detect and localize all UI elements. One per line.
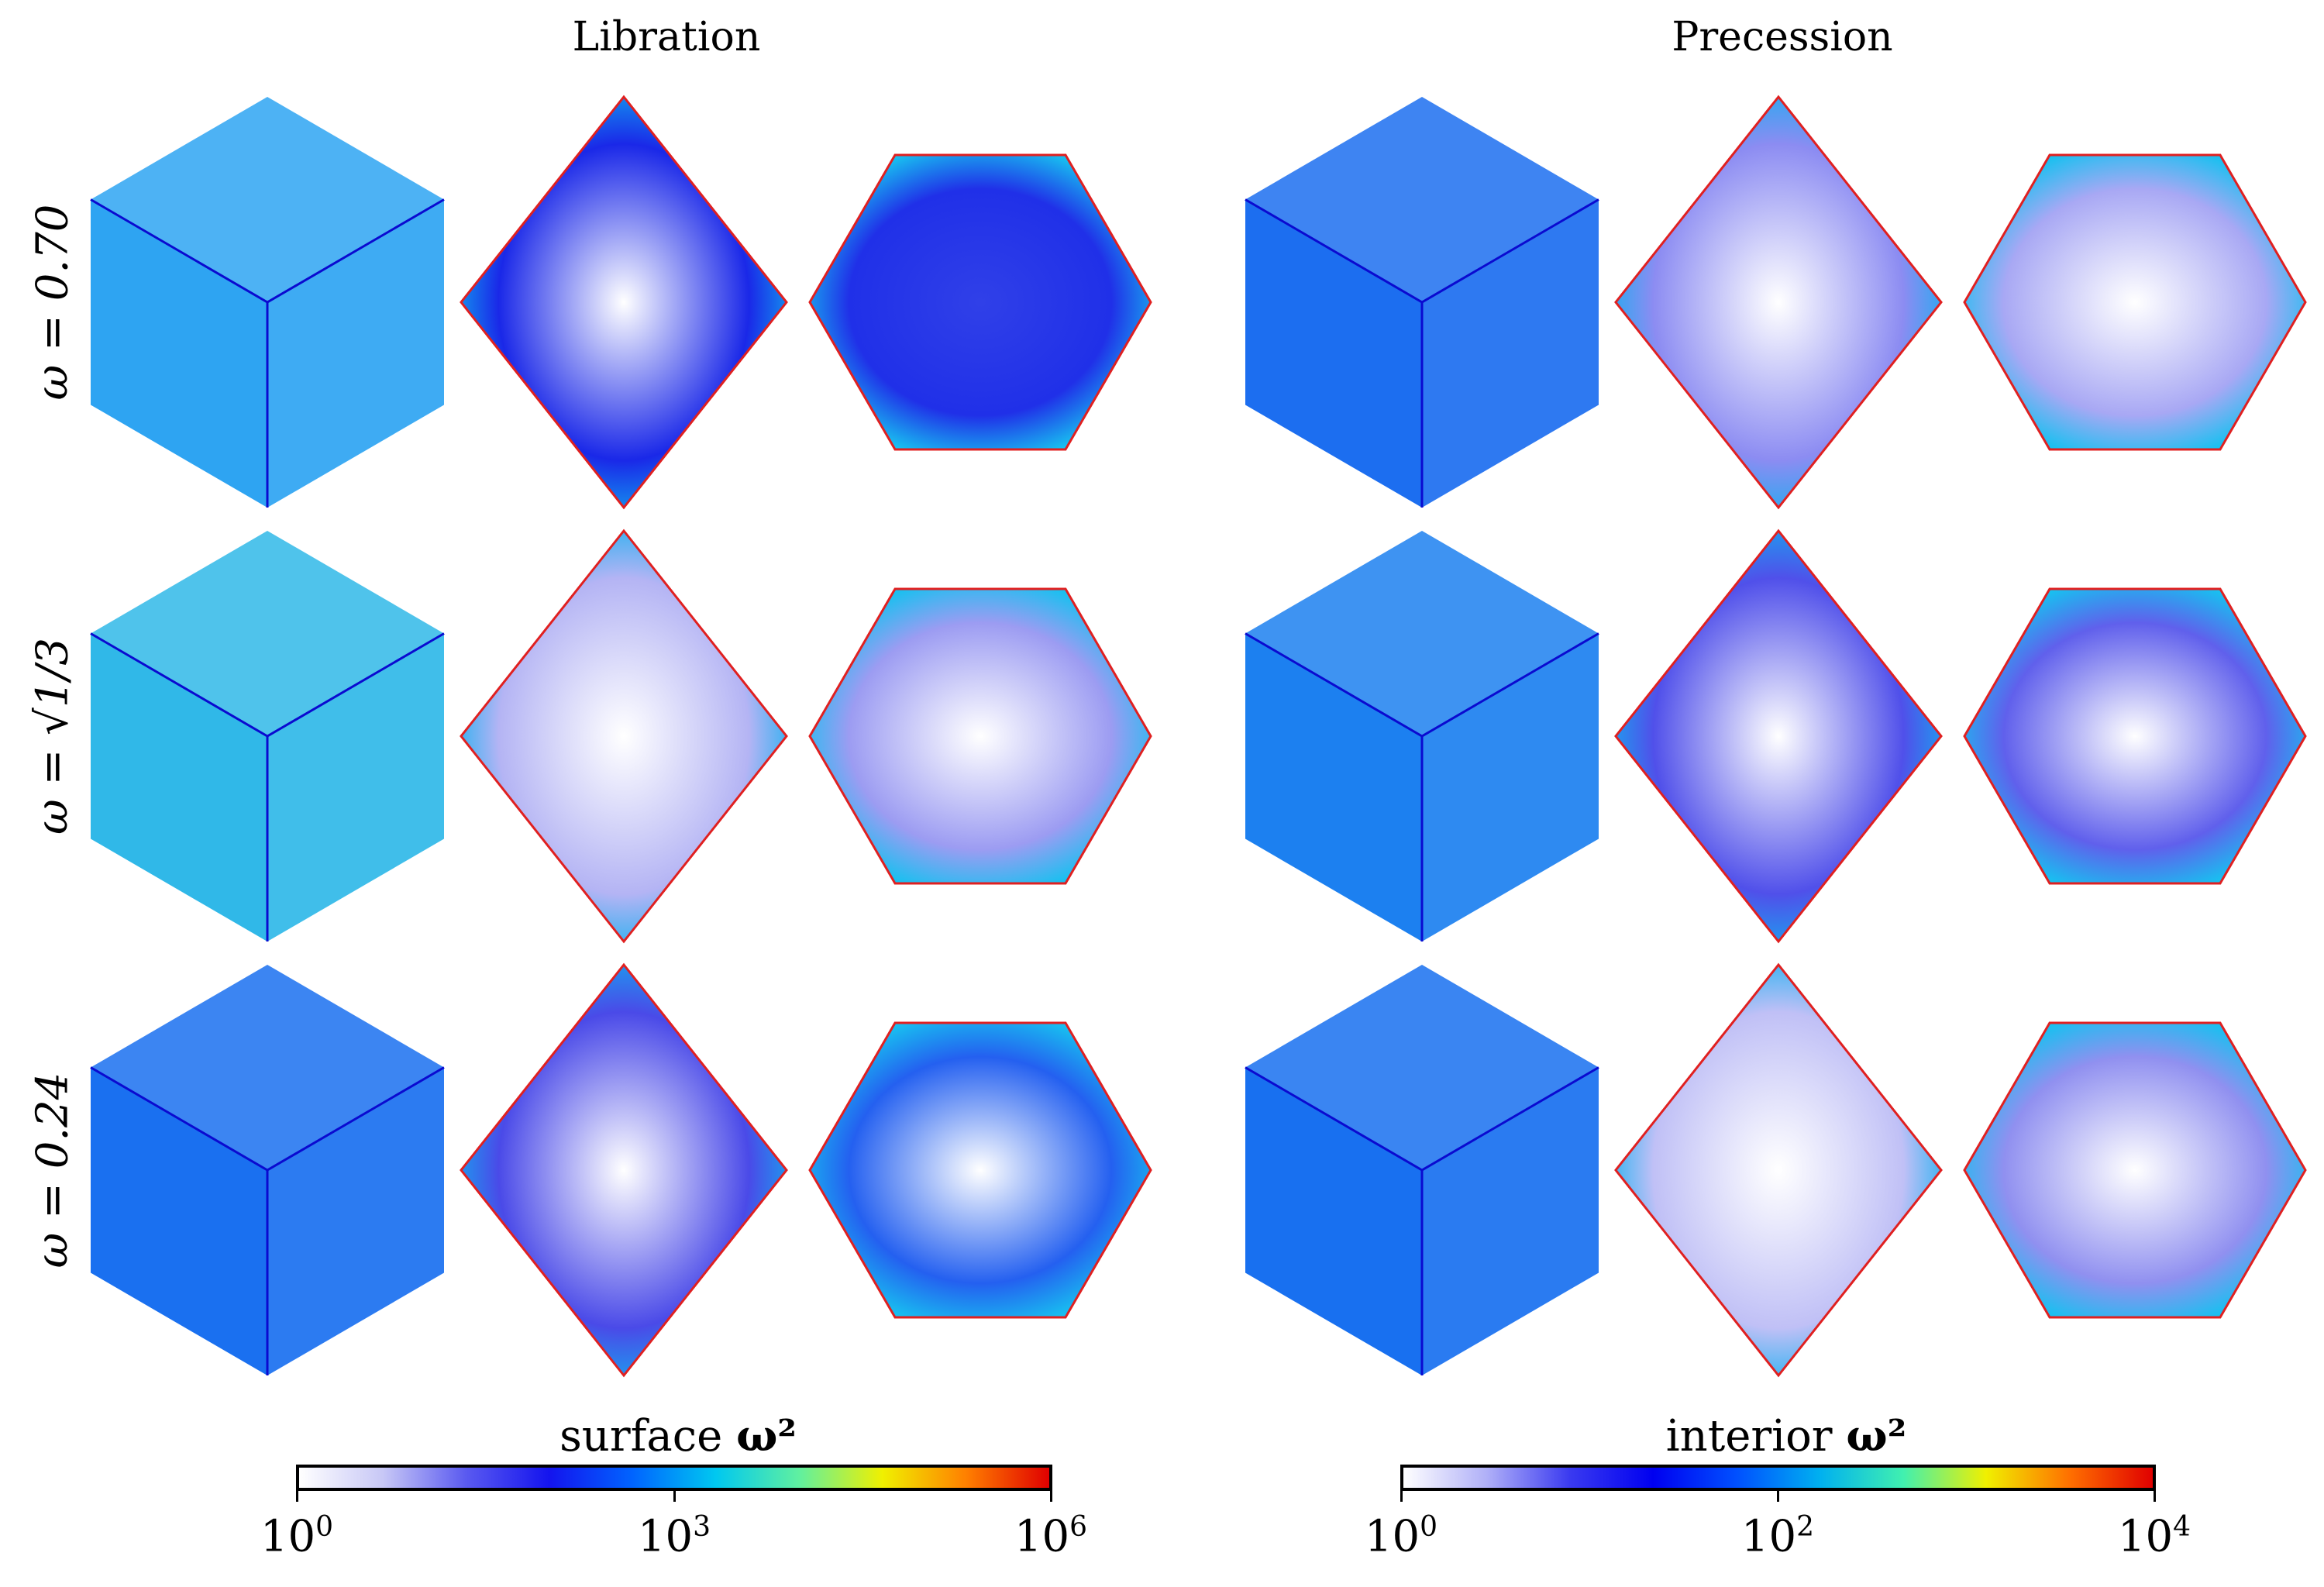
colorbar-interior-tick-0 <box>1400 1491 1403 1502</box>
column-title-libration: Libration <box>572 14 761 60</box>
hexagon-cross-section <box>1963 153 2307 451</box>
visualization-panels <box>90 95 2307 1378</box>
diamond-panel-lib-r1 <box>460 95 788 510</box>
hexagon-panel-lib-r3 <box>808 1021 1152 1319</box>
hexagon-panel-pre-r1 <box>1963 153 2307 451</box>
colorbar-interior-tick-1 <box>1777 1491 1779 1502</box>
hexagon-cross-section <box>1963 1021 2307 1319</box>
colorbar-interior-tick-2 <box>2154 1491 2156 1502</box>
hexagon-panel-lib-r2 <box>808 587 1152 885</box>
cube-panel-lib-r2 <box>90 531 445 942</box>
colorbar-surface-label-symbol: ω² <box>736 1410 797 1461</box>
colorbar-surface-ticklabel-2: 106 <box>1014 1511 1088 1562</box>
colorbar-surface-label: surface ω² <box>407 1410 949 1461</box>
diamond-panel-lib-r2 <box>460 528 788 944</box>
diamond-cross-section <box>460 95 788 510</box>
colorbar-surface-tick-2 <box>1050 1491 1052 1502</box>
diamond-panel-pre-r2 <box>1614 528 1943 944</box>
colorbar-interior-label-symbol: ω² <box>1846 1410 1907 1461</box>
hexagon-panel-pre-r3 <box>1963 1021 2307 1319</box>
diamond-panel-lib-r3 <box>460 962 788 1378</box>
cube-panel-pre-r2 <box>1245 531 1599 942</box>
colorbar-surface-tick-0 <box>296 1491 298 1502</box>
colorbar-surface <box>296 1465 1052 1491</box>
colorbar-surface-ticklabel-0: 100 <box>260 1511 334 1562</box>
cube-panel-lib-r1 <box>90 97 445 508</box>
cube-panel-lib-r3 <box>90 965 445 1375</box>
diamond-panel-pre-r3 <box>1614 962 1943 1378</box>
hexagon-cross-section <box>808 153 1152 451</box>
hexagon-cross-section <box>1963 587 2307 885</box>
colorbar-interior-ticklabel-0: 100 <box>1364 1511 1438 1562</box>
hexagon-panel-lib-r1 <box>808 153 1152 451</box>
diamond-cross-section <box>1614 528 1943 944</box>
cube-panel-pre-r1 <box>1245 97 1599 508</box>
diamond-cross-section <box>1614 95 1943 510</box>
colorbar-interior-ticklabel-1: 102 <box>1740 1511 1815 1562</box>
colorbar-surface-ticklabel-1: 103 <box>637 1511 711 1562</box>
colorbar-interior <box>1400 1465 2156 1491</box>
diamond-cross-section <box>460 962 788 1378</box>
diamond-panel-pre-r1 <box>1614 95 1943 510</box>
colorbar-interior-ticklabel-2: 104 <box>2117 1511 2191 1562</box>
colorbar-surface-label-text: surface <box>559 1411 723 1461</box>
diamond-cross-section <box>460 528 788 944</box>
cube-panel-pre-r3 <box>1245 965 1599 1375</box>
colorbar-surface-tick-1 <box>673 1491 676 1502</box>
colorbar-interior-label-text: interior <box>1665 1411 1833 1461</box>
hexagon-cross-section <box>808 587 1152 885</box>
column-title-precession: Precession <box>1672 14 1893 60</box>
colorbar-interior-label: interior ω² <box>1515 1410 2057 1461</box>
hexagon-panel-pre-r2 <box>1963 587 2307 885</box>
diamond-cross-section <box>1614 962 1943 1378</box>
hexagon-cross-section <box>808 1021 1152 1319</box>
